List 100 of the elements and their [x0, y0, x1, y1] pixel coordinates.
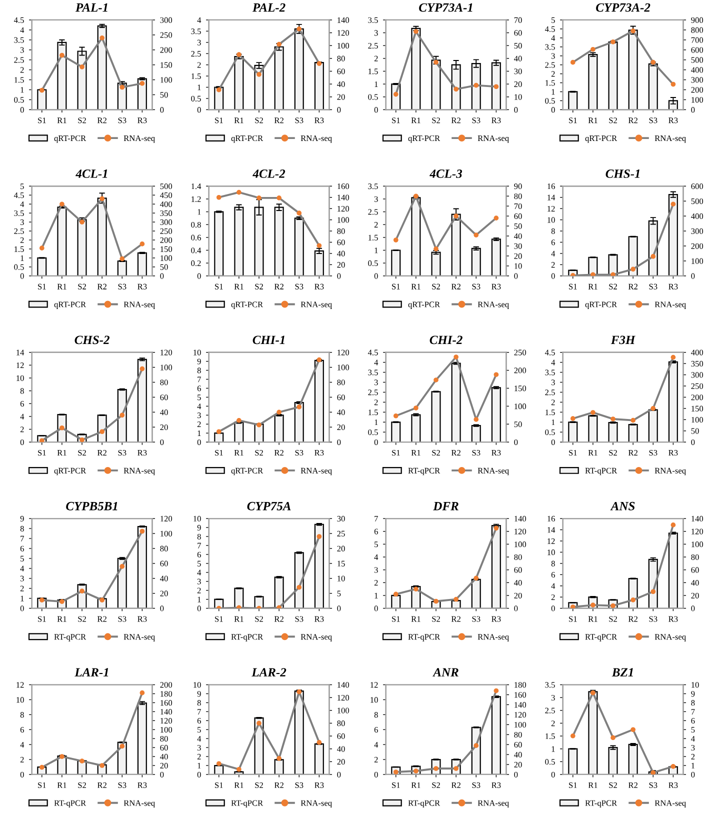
y-tick-label: 7 [198, 376, 201, 382]
y2-tick-label: 50 [160, 264, 168, 270]
x-tick-label: S3 [118, 616, 126, 622]
y-tick-label: 1.5 [546, 733, 555, 740]
chart-title: CYP73A-1 [419, 3, 472, 12]
y2-tick-label: 100 [338, 364, 350, 370]
y2-tick-label: 200 [691, 87, 704, 93]
y2-tick-label: 60 [514, 567, 522, 573]
x-tick-label: R2 [628, 450, 638, 456]
x-tick-label: S1 [38, 284, 46, 290]
y2-tick-label: 300 [691, 228, 704, 234]
y2-tick-label: 0 [337, 606, 341, 612]
y2-tick-label: 100 [692, 258, 704, 264]
x-tick-label: R1 [234, 450, 244, 456]
y2-tick-label: 5 [691, 727, 695, 733]
y-tick-label: 0 [197, 772, 201, 778]
y2-tick-label: 40 [160, 754, 168, 760]
y-tick-label: 8 [197, 368, 201, 374]
y2-tick-label: 250 [160, 228, 172, 234]
y2-tick-label: 120 [338, 350, 350, 356]
y2-tick-label: 400 [691, 350, 704, 356]
x-tick-label: S3 [295, 284, 304, 290]
y2-tick-label: 300 [160, 17, 172, 23]
y-tick-label: 3.5 [545, 44, 555, 50]
y-tick-label: 3.5 [545, 370, 555, 376]
chart-title: DFR [433, 502, 458, 510]
y2-tick-label: 0 [514, 439, 518, 446]
legend-label: RNA-seq [300, 468, 332, 476]
x-tick-label: R2 [274, 782, 284, 788]
x-tick-label: R2 [97, 782, 106, 788]
y2-tick-label: 250 [514, 350, 526, 356]
y2-tick-label: 100 [160, 77, 172, 83]
y-tick-label: 2.5 [545, 708, 555, 714]
x-tick-label: R3 [668, 782, 678, 788]
y2-tick-label: 1 [692, 762, 695, 768]
y-tick-label: 1.5 [14, 77, 24, 83]
y-tick-label: 6 [20, 546, 24, 552]
y2-tick-label: 500 [691, 57, 704, 63]
x-tick-label: R1 [588, 284, 598, 290]
y2-tick-label: 5 [337, 590, 341, 596]
y2-tick-label: 140 [338, 17, 350, 23]
y-tick-label: 2 [20, 237, 24, 243]
x-tick-label: R3 [314, 782, 324, 788]
y-tick-label: 3 [20, 219, 24, 226]
y2-tick-label: 7 [691, 709, 695, 715]
x-tick-label: R1 [234, 782, 244, 788]
x-tick-label: R3 [668, 118, 678, 124]
legend-label: qRT-PCR [54, 135, 86, 143]
x-tick-label: R3 [138, 450, 147, 456]
y-tick-label: 4 [20, 202, 24, 207]
y-tick-label: 2.5 [191, 50, 201, 57]
y2-tick-label: 120 [514, 528, 526, 534]
y-tick-label: 1.5 [368, 234, 378, 240]
y-tick-label: 8 [551, 560, 555, 566]
x-tick-label: R1 [57, 284, 66, 290]
y-tick-label: 3 [197, 578, 201, 584]
y2-tick-label: 0 [160, 273, 164, 279]
x-tick-label: S3 [649, 782, 658, 788]
x-tick-label: S2 [609, 284, 617, 290]
x-tick-label: R1 [588, 118, 598, 124]
x-tick-label: R3 [668, 450, 678, 456]
y-tick-label: 12 [548, 206, 555, 212]
y2-tick-label: 100 [692, 97, 704, 103]
legend-label: RT-qPCR [231, 800, 264, 808]
y-tick-label: 3 [374, 567, 378, 573]
x-tick-label: S1 [215, 450, 223, 456]
y2-tick-label: 30 [514, 68, 522, 74]
y2-tick-label: 180 [160, 691, 172, 697]
y2-tick-label: 120 [160, 718, 172, 724]
y-tick-label: 1.5 [368, 68, 378, 74]
y-tick-label: 4 [197, 570, 202, 576]
y2-tick-label: 4 [691, 736, 695, 742]
legend-label: RNA-seq [478, 634, 509, 642]
x-tick-label: S1 [569, 616, 577, 622]
x-tick-label: R2 [274, 284, 284, 290]
legend-label: RNA-seq [300, 634, 332, 642]
y-tick-label: 0 [551, 772, 555, 778]
x-tick-label: S2 [609, 118, 617, 124]
y-tick-label: 0 [197, 273, 201, 279]
y-tick-label: 12 [548, 538, 555, 544]
y2-tick-label: 120 [338, 206, 350, 212]
x-tick-label: S2 [432, 782, 440, 788]
y-tick-label: 1 [374, 592, 378, 598]
y2-tick-label: 50 [514, 421, 522, 428]
y-tick-label: 0 [374, 273, 378, 279]
y2-tick-label: 20 [337, 759, 345, 765]
y-tick-label: 0 [20, 273, 24, 279]
x-tick-label: S1 [392, 782, 400, 788]
x-tick-label: S3 [472, 284, 480, 290]
legend-label: qRT-PCR [408, 135, 440, 143]
y-tick-label: 0.5 [368, 260, 378, 266]
y-tick-label: 12 [16, 682, 24, 688]
x-tick-label: R1 [57, 782, 66, 788]
x-tick-label: R2 [628, 616, 638, 622]
legend-label: RNA-seq [654, 468, 686, 476]
y2-tick-label: 100 [514, 542, 526, 548]
y2-tick-label: 500 [691, 198, 704, 204]
y2-tick-label: 700 [691, 37, 704, 43]
x-tick-label: R1 [411, 118, 420, 124]
x-tick-label: R2 [97, 118, 106, 124]
